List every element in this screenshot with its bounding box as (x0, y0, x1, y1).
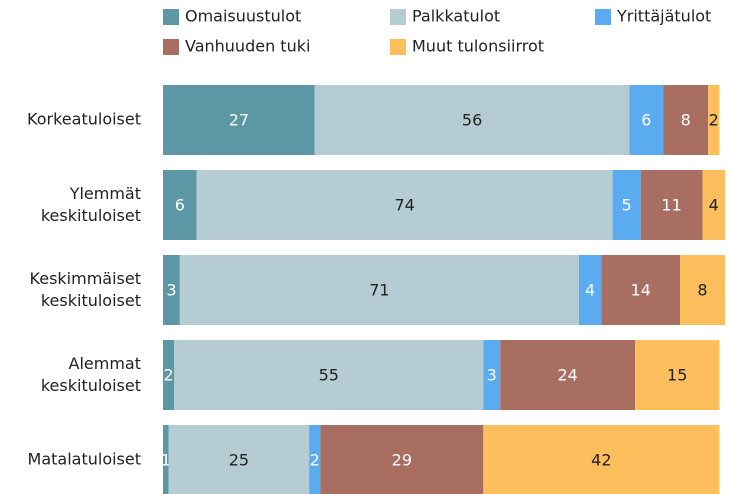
legend-label: Omaisuustulot (185, 7, 301, 26)
data-label: 3 (487, 366, 497, 385)
data-label: 71 (369, 281, 389, 300)
data-label: 55 (319, 366, 339, 385)
bar-segment (483, 340, 501, 410)
data-label: 42 (591, 451, 611, 470)
bar-segment (163, 255, 180, 325)
bar-segment (578, 255, 602, 325)
data-label: 74 (394, 196, 414, 215)
data-label: 3 (166, 281, 176, 300)
data-label: 5 (622, 196, 632, 215)
bar-segment (708, 85, 720, 155)
legend-swatch (163, 9, 179, 25)
legend-swatch (595, 9, 611, 25)
data-label: 14 (631, 281, 651, 300)
bar-segment (309, 425, 321, 494)
legend-label: Yrittäjätulot (616, 7, 711, 26)
y-tick-label: Ylemmät keskituloiset (41, 184, 141, 225)
bar-segment (314, 85, 630, 155)
bar-segment (483, 425, 720, 494)
data-label: 2 (709, 111, 719, 130)
data-label: 8 (681, 111, 691, 130)
data-label: 6 (175, 196, 185, 215)
legend-label: Muut tulonsiirrot (412, 37, 544, 56)
bar-segment (168, 425, 310, 494)
y-tick-label: Keskimmäiset keskituloiset (30, 269, 141, 310)
bar-segment (196, 170, 613, 240)
bar-segment (612, 170, 641, 240)
data-label: 27 (229, 111, 249, 130)
data-label: 6 (641, 111, 651, 130)
data-label: 2 (164, 366, 174, 385)
bar-segment (500, 340, 636, 410)
data-label: 4 (585, 281, 595, 300)
data-label: 25 (229, 451, 249, 470)
bar-segment (663, 85, 709, 155)
legend-label: Palkkatulot (412, 7, 500, 26)
bar-segment (163, 85, 315, 155)
data-label: 56 (462, 111, 482, 130)
legend-label: Vanhuuden tuki (185, 37, 310, 56)
data-label: 24 (557, 366, 577, 385)
bar-segment (320, 425, 484, 494)
data-label: 4 (709, 196, 719, 215)
y-tick-label: Alemmat keskituloiset (41, 354, 141, 395)
data-label: 15 (667, 366, 687, 385)
legend-swatch (390, 39, 406, 55)
legend-swatch (163, 39, 179, 55)
bar-segment (640, 170, 703, 240)
bar-segment (163, 340, 175, 410)
y-tick-label: Matalatuloiset (28, 450, 141, 469)
bar-segment (601, 255, 681, 325)
data-label: 2 (310, 451, 320, 470)
bar-segment (163, 170, 197, 240)
bar-segment (635, 340, 720, 410)
bar-segment (163, 425, 169, 494)
bar-segment (680, 255, 725, 325)
bar-segment (702, 170, 725, 240)
data-label: 8 (697, 281, 707, 300)
data-label: 11 (661, 196, 681, 215)
bar-segment (629, 85, 664, 155)
data-label: 1 (161, 451, 171, 470)
y-tick-label: Korkeatuloiset (27, 110, 141, 129)
bar-segment (174, 340, 484, 410)
data-label: 29 (392, 451, 412, 470)
legend-swatch (390, 9, 406, 25)
bar-segment (179, 255, 579, 325)
